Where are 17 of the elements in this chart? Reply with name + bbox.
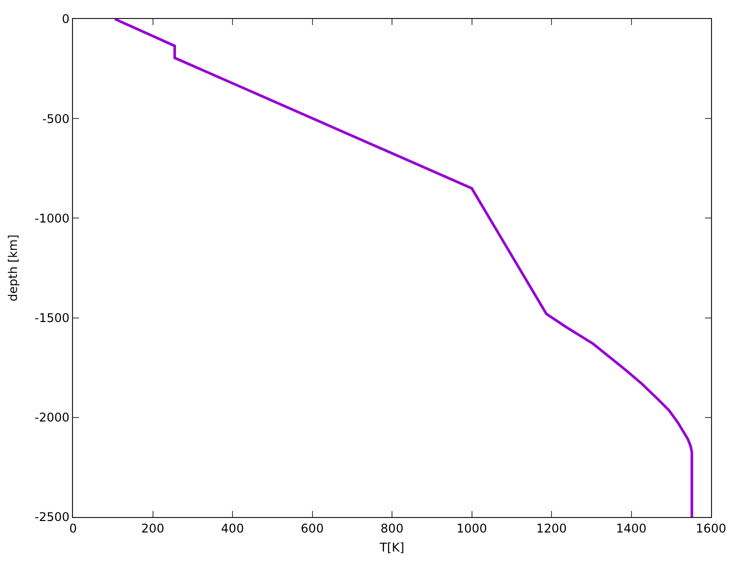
y-axis-title: depth [km] [6,234,20,302]
y-tick-label: -1500 [34,311,70,325]
x-axis-title: T[K] [378,540,404,554]
x-tick-label: 800 [380,522,404,536]
x-tick-label: 1600 [696,522,726,536]
y-tick-label: -1000 [34,211,70,226]
x-tick-label: 1200 [536,522,567,536]
x-tick-label: 1400 [616,522,647,536]
x-tick-label: 200 [141,522,164,536]
y-tick-label: 0 [62,12,70,26]
x-tick-label: 600 [300,522,324,536]
line-series [114,19,694,517]
x-tick-label: 1000 [456,522,488,536]
y-tick-label: -2000 [34,410,70,425]
x-tick-label: 400 [221,522,244,536]
y-tick-label: -2500 [34,510,70,524]
y-tick-label: -500 [42,112,70,126]
